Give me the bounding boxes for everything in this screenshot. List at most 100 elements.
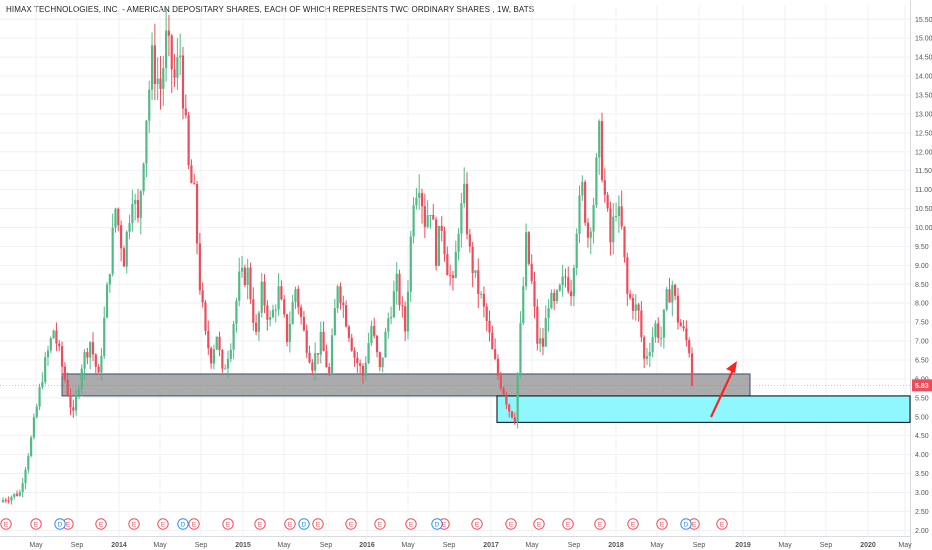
candle-body [100,356,103,373]
candle [100,347,103,381]
candle-body [494,349,497,359]
earnings-marker: E [471,518,483,530]
candle-body [465,183,469,235]
y-tick-label: 8.00 [915,301,929,308]
candle-body [55,330,58,344]
candle-body [575,233,578,269]
candle-body [457,233,460,252]
earnings-marker: E [405,518,417,530]
candle-body [437,226,440,266]
candle [30,435,33,458]
candle [72,399,75,418]
candle-body [659,337,663,339]
y-tick-label: 15.00 [915,36,932,43]
candle [128,214,131,240]
candle [238,257,241,307]
candle [218,331,221,357]
candle [569,279,573,306]
candle [648,342,651,367]
earnings-marker-circle [594,518,606,530]
candle [375,334,379,358]
x-tick-label: 2016 [359,542,375,549]
candle [553,289,556,310]
resistance-zone [61,373,751,397]
candle [586,218,590,248]
candle-body [429,215,432,217]
candle [508,403,511,418]
candle-body [322,331,325,352]
candle-body [488,320,491,333]
earnings-marker-circle [188,518,200,530]
candle-body [541,338,545,347]
candle [285,313,289,347]
candle-body [249,267,252,300]
candle-body [187,115,190,166]
candle-body [409,236,412,292]
candle-body [415,197,418,206]
earnings-marker: E [0,518,12,530]
candle-body [614,216,618,218]
candle-body [150,45,154,90]
candle [271,304,275,319]
candle [153,23,156,100]
dividend-marker-label: D [302,522,307,529]
candle-body [536,306,539,344]
candle-body [238,271,241,301]
candle [314,342,317,381]
dividend-marker-circle [54,518,66,530]
candle-body [482,293,485,307]
candle-body [404,306,407,332]
candle [367,332,370,365]
candle [564,268,567,288]
candle [280,280,283,301]
candle-body [13,493,16,497]
candle-body [519,323,522,374]
candle [156,57,159,101]
earnings-marker-circle [95,518,107,530]
candle [451,270,455,291]
candle-body [240,267,244,272]
candle-body [232,323,235,350]
candle [404,301,407,342]
candle-body [440,226,443,231]
earnings-marker-label: E [598,522,603,529]
candle-body [60,346,64,367]
candle-body [243,267,246,285]
candle-body [544,318,547,347]
candle [510,410,514,419]
candle-body [49,338,52,351]
candle [210,346,213,369]
candle [620,190,623,230]
candle-body [131,203,134,224]
earnings-marker: E [62,518,74,530]
earnings-marker: E [562,518,574,530]
candle-body [314,353,317,371]
dividend-marker-label: D [181,522,186,529]
earnings-marker: E [656,518,668,530]
candle [125,230,128,274]
candle-body [550,292,553,309]
candle-body [671,284,674,303]
candle [350,333,353,352]
candle [240,255,244,278]
candle-body [215,336,218,350]
candle [685,320,688,347]
candle [58,339,61,352]
x-tick-label: May [29,542,43,549]
dividend-marker-circle [431,518,443,530]
candle [561,264,564,297]
candle-body [136,199,140,218]
candle-body [181,55,185,109]
candle [491,325,494,350]
y-tick-label: 11.50 [915,168,932,175]
candle [277,273,280,316]
candle-body [179,55,182,58]
candle-body [86,352,89,358]
candle-body [24,469,27,484]
y-tick-label: 11.00 [915,187,932,194]
candle-body [598,121,601,158]
candle [603,168,606,203]
y-axis: 2.002.503.003.504.004.505.005.506.006.50… [915,17,932,535]
